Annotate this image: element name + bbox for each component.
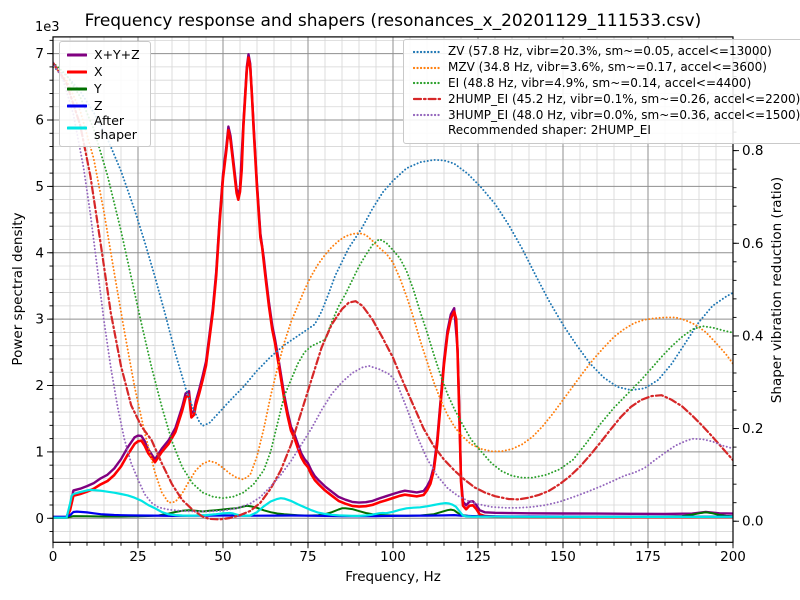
series-ei xyxy=(53,61,733,500)
legend-line-sample xyxy=(413,113,441,117)
chart-title: Frequency response and shapers (resonanc… xyxy=(84,11,702,31)
series-mzv xyxy=(53,63,733,504)
y-left-tick-label: 6 xyxy=(35,113,44,129)
legend-item-label: MZV (34.8 Hz, vibr=3.6%, sm~=0.17, accel… xyxy=(448,60,767,75)
legend-item-label: After shaper xyxy=(94,113,137,142)
x-axis-label: Frequency, Hz xyxy=(345,569,441,585)
legend-line-sample xyxy=(413,50,441,53)
legend-item: 3HUMP_EI (48.0 Hz, vibr=0.0%, sm~=0.36, … xyxy=(413,107,800,123)
y-axis-label-right: Shaper vibration reduction (ratio) xyxy=(769,176,785,404)
legend-item: EI (48.8 Hz, vibr=4.9%, sm~=0.14, accel<… xyxy=(413,76,800,92)
legend-item: 2HUMP_EI (45.2 Hz, vibr=0.1%, sm~=0.26, … xyxy=(413,91,800,107)
legend-item: MZV (34.8 Hz, vibr=3.6%, sm~=0.17, accel… xyxy=(413,60,800,76)
legend-line-sample xyxy=(67,104,87,107)
y-right-tick-label: 0.4 xyxy=(742,328,763,344)
legend-item-label: Z xyxy=(94,97,103,113)
x-tick-label: 50 xyxy=(214,549,231,565)
legend-line-sample xyxy=(413,66,441,69)
x-tick-label: 125 xyxy=(465,549,491,565)
legend-line-sample xyxy=(413,98,441,101)
legend-item-label: Recommended shaper: 2HUMP_EI xyxy=(448,123,651,138)
legend-item-label: 3HUMP_EI (48.0 Hz, vibr=0.0%, sm~=0.36, … xyxy=(448,107,800,122)
y-left-tick-label: 1 xyxy=(35,444,44,460)
series-psd-after xyxy=(53,488,733,519)
legend-item-label: EI (48.8 Hz, vibr=4.9%, sm~=0.14, accel<… xyxy=(448,75,752,90)
x-tick-label: 75 xyxy=(299,549,316,565)
x-tick-label: 175 xyxy=(635,549,661,565)
axes-frame xyxy=(52,36,734,543)
legend-item: Recommended shaper: 2HUMP_EI xyxy=(413,123,800,139)
legend-line-sample xyxy=(67,87,87,90)
series-hump3 xyxy=(53,61,733,513)
legend-item: X+Y+Z xyxy=(67,46,142,63)
y-right-tick-label: 0.6 xyxy=(742,236,763,252)
y-left-tick-label: 5 xyxy=(35,179,44,195)
y-left-tick-label: 7 xyxy=(35,46,44,62)
y-right-tick-label: 0.8 xyxy=(742,143,763,159)
legend-item: ZV (57.8 Hz, vibr=20.3%, sm~=0.05, accel… xyxy=(413,44,800,60)
legend-item: Z xyxy=(67,97,142,114)
legend-line-sample xyxy=(67,70,87,73)
y-axis-label-left: Power spectral density xyxy=(10,212,26,366)
x-tick-label: 200 xyxy=(720,549,746,565)
series-zv xyxy=(53,66,733,427)
legend-shapers: ZV (57.8 Hz, vibr=20.3%, sm~=0.05, accel… xyxy=(403,39,800,144)
series xyxy=(53,53,733,521)
legend-item: X xyxy=(67,63,142,80)
x-tick-label: 0 xyxy=(49,549,58,565)
y-left-tick-label: 4 xyxy=(35,245,44,261)
x-tick-label: 100 xyxy=(380,549,406,565)
x-tick-label: 25 xyxy=(129,549,146,565)
legend-item: After shaper xyxy=(67,114,142,142)
y-left-tick-label: 2 xyxy=(35,378,44,394)
legend-item-label: ZV (57.8 Hz, vibr=20.3%, sm~=0.05, accel… xyxy=(448,44,772,59)
y-right-tick-label: 0.0 xyxy=(742,514,763,530)
legend-line-sample xyxy=(413,82,441,85)
legend-item-label: X xyxy=(94,63,103,79)
legend-item: Y xyxy=(67,80,142,97)
grid-minor xyxy=(53,36,733,543)
legend-item-label: Y xyxy=(94,80,102,96)
legend-psd: X+Y+Z X Y Z After shaper xyxy=(59,41,151,147)
legend-line-sample xyxy=(67,126,87,130)
y-right-tick-label: 0.2 xyxy=(742,421,763,437)
y-left-tick-label: 0 xyxy=(35,511,44,527)
y-left-tick-label: 3 xyxy=(35,312,44,328)
legend-item-label: 2HUMP_EI (45.2 Hz, vibr=0.1%, sm~=0.26, … xyxy=(448,91,800,106)
y-axis-offset-text: 1e3 xyxy=(35,20,60,35)
legend-line-sample xyxy=(67,53,87,56)
x-tick-label: 150 xyxy=(550,549,576,565)
legend-item-label: X+Y+Z xyxy=(94,46,140,62)
series-hump2 xyxy=(53,61,733,521)
